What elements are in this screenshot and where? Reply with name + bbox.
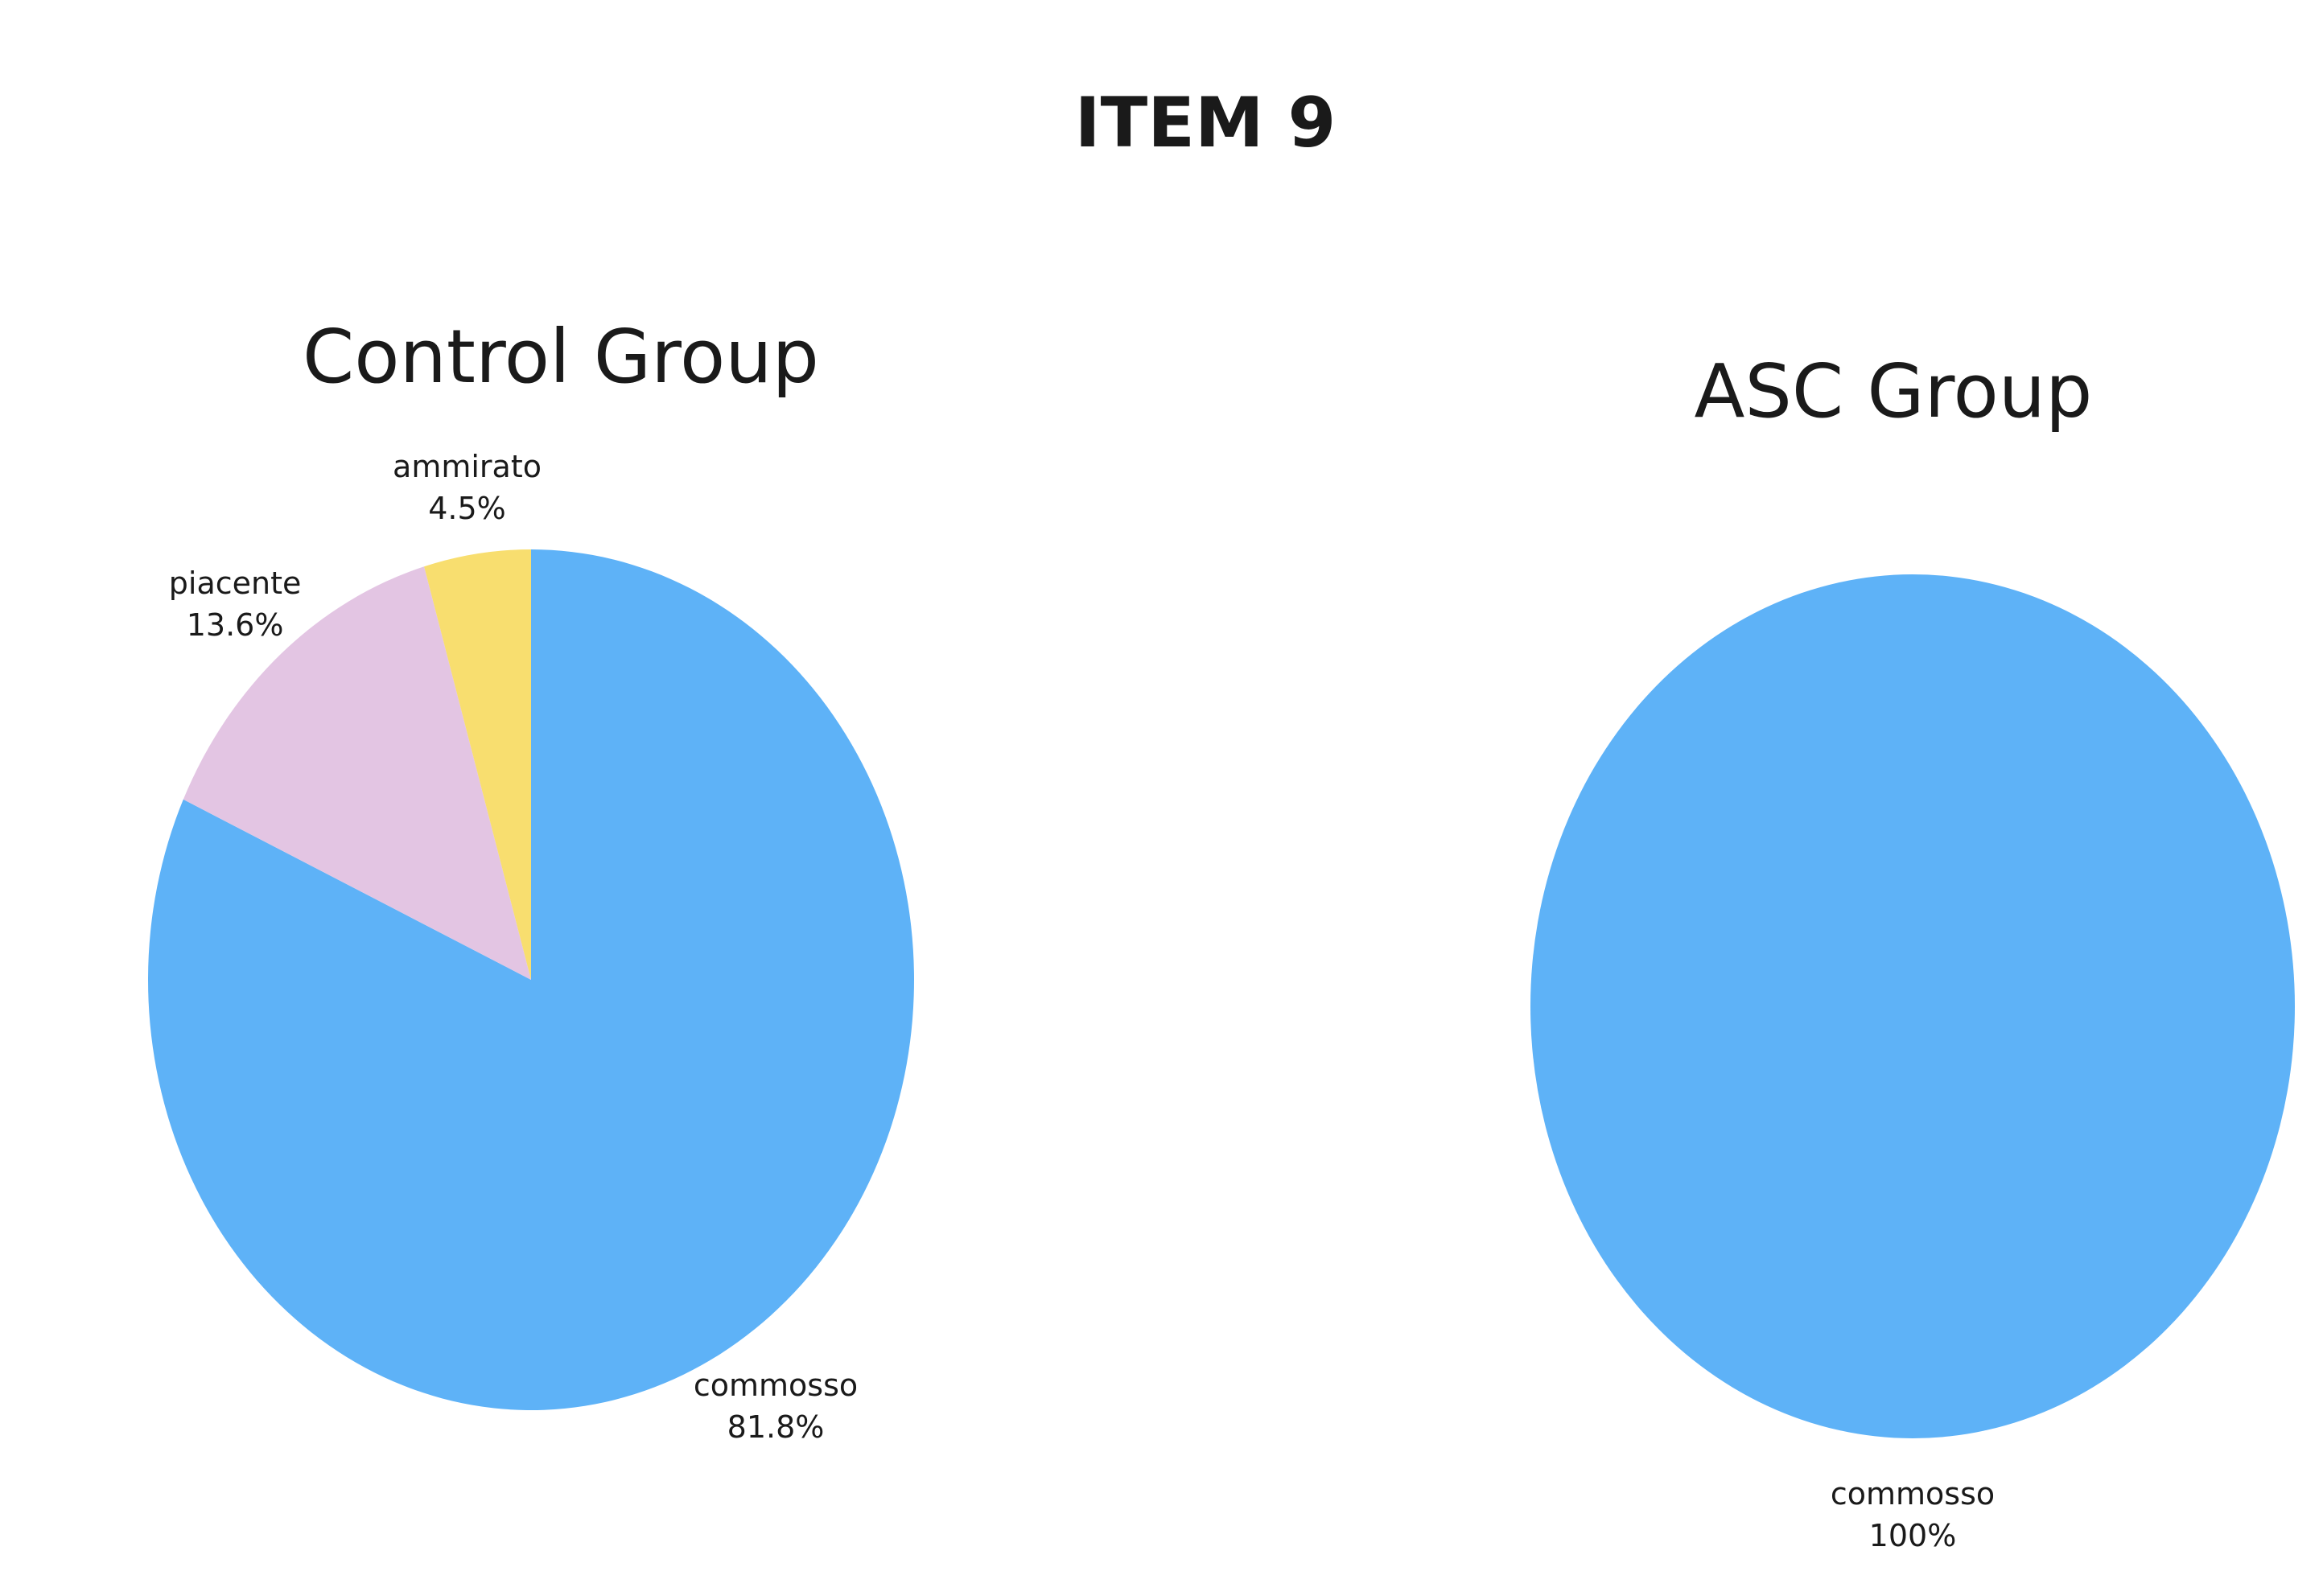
- slice-label-control-ammirato: ammirato: [393, 449, 542, 484]
- pie-chart-control: Control Group commosso 81.8% piacente 13.6%…: [148, 314, 915, 1445]
- pie-slice-control-ammirato: [424, 549, 531, 980]
- slice-label-control-piacente: piacente: [169, 566, 302, 601]
- slice-percent-control-piacente: 13.6%: [187, 607, 284, 643]
- pie-slice-asc-commosso: [1530, 574, 2295, 1438]
- pie-labels-asc: commosso 100%: [1831, 1476, 1995, 1553]
- pie-title-asc: ASC Group: [1695, 348, 2093, 434]
- pie-slice-control-piacente: [183, 566, 531, 980]
- pie-chart-asc: ASC Group commosso 100%: [1530, 348, 2295, 1553]
- main-title: ITEM 9: [1075, 83, 1337, 163]
- slice-percent-control-commosso: 81.8%: [727, 1409, 825, 1445]
- slice-label-asc-commosso: commosso: [1831, 1476, 1995, 1512]
- slice-label-control-commosso: commosso: [694, 1368, 858, 1403]
- pie-slices-control: [148, 549, 915, 1410]
- pie-slices-asc: [1530, 574, 2295, 1438]
- pie-title-control: Control Group: [303, 314, 819, 400]
- pie-slice-control-commosso: [148, 549, 915, 1410]
- slice-percent-asc-commosso: 100%: [1869, 1518, 1957, 1553]
- pie-labels-control: commosso 81.8% piacente 13.6% ammirato 4.5%: [169, 449, 858, 1445]
- slice-percent-control-ammirato: 4.5%: [428, 491, 506, 526]
